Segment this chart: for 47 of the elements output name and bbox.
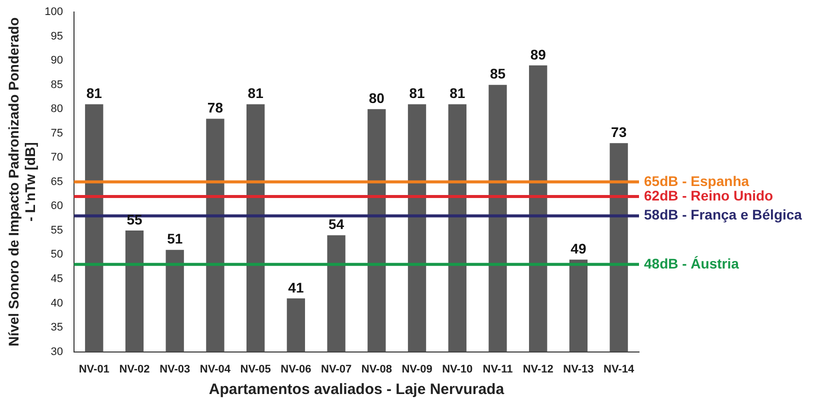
y-tick-label: 50: [50, 248, 63, 261]
y-tick-label: 75: [50, 127, 63, 140]
x-axis-title: Apartamentos avaliados - Laje Nervurada: [208, 381, 505, 398]
y-tick-label: 65: [50, 176, 63, 188]
data-label: 80: [368, 90, 385, 106]
x-tick-label: NV-14: [604, 363, 635, 376]
data-label: 85: [490, 66, 506, 82]
y-tick-label: 30: [50, 346, 63, 358]
x-tick-label: NV-06: [280, 363, 312, 376]
ref-line-label: 65dB - Espanha: [644, 172, 750, 189]
y-tick-label: 90: [50, 54, 63, 67]
data-label: 81: [248, 85, 264, 102]
y-tick-label: 95: [50, 30, 63, 42]
x-tick-label: NV-04: [200, 363, 232, 376]
x-tick-label: NV-01: [78, 363, 110, 376]
x-tick-label: NV-10: [442, 363, 473, 376]
data-label: 54: [328, 216, 344, 232]
x-tick-label: NV-03: [160, 363, 190, 376]
x-tick-label: NV-11: [482, 363, 513, 376]
y-tick-label: 85: [50, 78, 63, 91]
data-label: 89: [530, 46, 546, 62]
y-tick-label: 40: [50, 297, 63, 310]
x-tick-label: NV-05: [240, 363, 271, 376]
y-tick-label: 55: [50, 224, 63, 236]
data-label: 81: [86, 85, 102, 102]
data-label: 78: [207, 100, 224, 116]
y-tick-label: 70: [50, 152, 63, 164]
data-label: 41: [288, 279, 304, 296]
data-label: 81: [450, 85, 466, 102]
y-tick-label: 35: [50, 322, 63, 334]
y-tick-label: 100: [44, 6, 63, 18]
ref-line-label: 48dB - Áustria: [644, 255, 740, 272]
x-tick-label: NV-08: [361, 363, 392, 376]
data-label: 51: [167, 230, 183, 247]
ref-line-label: 58dB - França e Bélgica: [644, 206, 802, 223]
x-tick-label: NV-12: [522, 363, 554, 376]
y-axis-title: Nível Sonoro de Impacto Padronizado Ponderado - L'nTw [dB]: [5, 17, 38, 346]
x-tick-label: NV-13: [563, 363, 594, 376]
x-tick-label: NV-07: [321, 363, 352, 376]
y-tick-label: 60: [50, 200, 63, 212]
data-label: 49: [570, 240, 586, 256]
y-tick-label: 45: [50, 273, 63, 286]
data-label: 81: [409, 85, 426, 102]
x-tick-label: NV-02: [119, 363, 150, 376]
y-tick-label: 80: [50, 103, 63, 116]
data-label: 73: [611, 124, 627, 140]
x-tick-label: NV-09: [402, 363, 432, 376]
